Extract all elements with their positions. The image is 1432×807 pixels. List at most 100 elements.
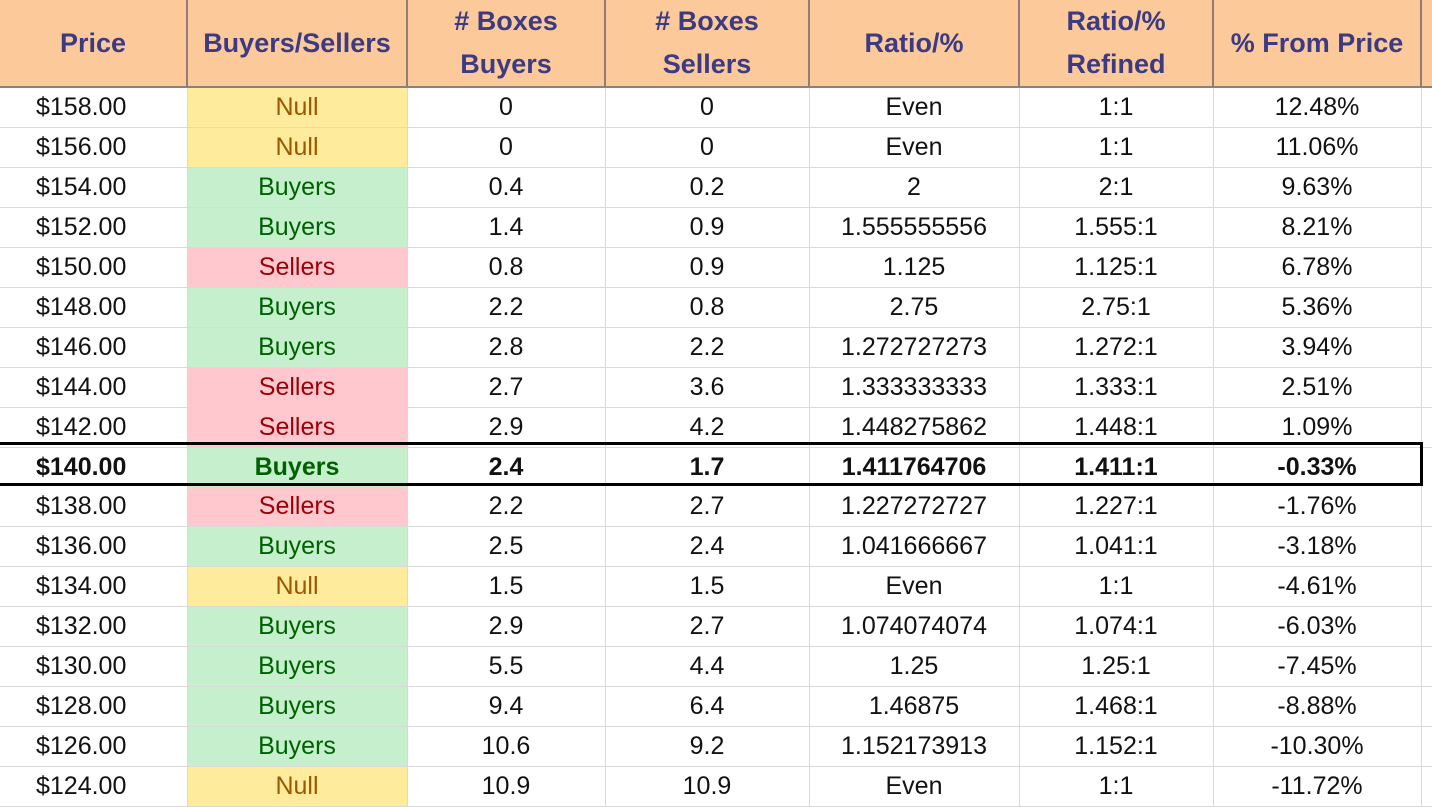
cell-price[interactable]: $138.00 — [0, 487, 188, 527]
cell-boxes-sellers[interactable]: 0.9 — [605, 207, 810, 248]
cell-boxes-buyers[interactable]: 10.6 — [407, 726, 606, 767]
cell-price[interactable]: $130.00 — [0, 646, 188, 687]
cell-buyers-sellers[interactable]: Buyers — [187, 167, 408, 208]
cell-price[interactable]: $136.00 — [0, 526, 188, 567]
cell-boxes-buyers[interactable]: 2.8 — [407, 327, 606, 368]
cell-price[interactable]: $132.00 — [0, 606, 188, 647]
cell-from-price[interactable]: -6.03% — [1213, 606, 1422, 647]
cell-ratio-refined[interactable]: 1.272:1 — [1019, 327, 1214, 368]
cell-from-price[interactable]: -1.76% — [1213, 487, 1422, 527]
cell-boxes-sellers[interactable]: 2.4 — [605, 526, 810, 567]
cell-ratio-refined[interactable]: 1.152:1 — [1019, 726, 1214, 767]
cell-price[interactable]: $154.00 — [0, 167, 188, 208]
cell-boxes-buyers[interactable]: 2.9 — [407, 606, 606, 647]
cell-ratio-refined[interactable]: 1:1 — [1019, 87, 1214, 128]
cell-price[interactable]: $158.00 — [0, 87, 188, 128]
cell-ratio[interactable]: 1.25 — [809, 646, 1020, 687]
cell-ratio-refined[interactable]: 1.041:1 — [1019, 526, 1214, 567]
header-ratio-refined[interactable]: Ratio/% Refined — [1019, 0, 1214, 88]
cell-boxes-buyers[interactable]: 5.5 — [407, 646, 606, 687]
cell-price[interactable]: $126.00 — [0, 726, 188, 767]
cell-from-price[interactable]: -0.33% — [1213, 447, 1422, 487]
cell-from-price[interactable]: 12.48% — [1213, 87, 1422, 128]
cell-buyers-sellers[interactable]: Buyers — [187, 447, 408, 487]
cell-from-price[interactable]: 3.94% — [1213, 327, 1422, 368]
cell-ratio[interactable]: 2 — [809, 167, 1020, 208]
cell-ratio-refined[interactable]: 1:1 — [1019, 127, 1214, 168]
cell-buyers-sellers[interactable]: Null — [187, 766, 408, 807]
cell-buyers-sellers[interactable]: Buyers — [187, 686, 408, 727]
cell-ratio[interactable]: 1.152173913 — [809, 726, 1020, 767]
cell-buyers-sellers[interactable]: Sellers — [187, 487, 408, 527]
cell-ratio[interactable]: 1.125 — [809, 247, 1020, 288]
cell-buyers-sellers[interactable]: Buyers — [187, 726, 408, 767]
cell-ratio[interactable]: 1.411764706 — [809, 447, 1020, 487]
cell-boxes-buyers[interactable]: 10.9 — [407, 766, 606, 807]
cell-price[interactable]: $144.00 — [0, 367, 188, 408]
cell-boxes-sellers[interactable]: 3.6 — [605, 367, 810, 408]
cell-buyers-sellers[interactable]: Buyers — [187, 606, 408, 647]
cell-ratio-refined[interactable]: 2:1 — [1019, 167, 1214, 208]
cell-ratio[interactable]: 1.448275862 — [809, 407, 1020, 448]
cell-ratio-refined[interactable]: 1.25:1 — [1019, 646, 1214, 687]
cell-boxes-buyers[interactable]: 2.2 — [407, 287, 606, 328]
cell-boxes-sellers[interactable]: 2.7 — [605, 606, 810, 647]
cell-from-price[interactable]: -7.45% — [1213, 646, 1422, 687]
cell-price[interactable]: $146.00 — [0, 327, 188, 368]
cell-boxes-buyers[interactable]: 9.4 — [407, 686, 606, 727]
header-boxes-buyers[interactable]: # Boxes Buyers — [407, 0, 606, 88]
cell-ratio[interactable]: 1.041666667 — [809, 526, 1020, 567]
cell-from-price[interactable]: 1.09% — [1213, 407, 1422, 448]
cell-boxes-sellers[interactable]: 1.7 — [605, 447, 810, 487]
cell-boxes-buyers[interactable]: 0.8 — [407, 247, 606, 288]
header-ratio[interactable]: Ratio/% — [809, 0, 1020, 88]
header-buyers-sellers[interactable]: Buyers/Sellers — [187, 0, 408, 88]
cell-buyers-sellers[interactable]: Buyers — [187, 207, 408, 248]
cell-boxes-buyers[interactable]: 2.2 — [407, 487, 606, 527]
cell-boxes-buyers[interactable]: 0.4 — [407, 167, 606, 208]
cell-boxes-buyers[interactable]: 2.4 — [407, 447, 606, 487]
cell-boxes-buyers[interactable]: 2.9 — [407, 407, 606, 448]
cell-ratio[interactable]: 1.227272727 — [809, 487, 1020, 527]
cell-buyers-sellers[interactable]: Buyers — [187, 327, 408, 368]
cell-ratio-refined[interactable]: 1.468:1 — [1019, 686, 1214, 727]
cell-boxes-buyers[interactable]: 1.5 — [407, 566, 606, 607]
cell-ratio-refined[interactable]: 1.227:1 — [1019, 487, 1214, 527]
cell-ratio[interactable]: 1.074074074 — [809, 606, 1020, 647]
cell-boxes-sellers[interactable]: 9.2 — [605, 726, 810, 767]
cell-boxes-sellers[interactable]: 0.9 — [605, 247, 810, 288]
cell-price[interactable]: $152.00 — [0, 207, 188, 248]
header-boxes-sellers[interactable]: # Boxes Sellers — [605, 0, 810, 88]
cell-buyers-sellers[interactable]: Null — [187, 87, 408, 128]
cell-ratio-refined[interactable]: 1.125:1 — [1019, 247, 1214, 288]
cell-ratio-refined[interactable]: 1:1 — [1019, 566, 1214, 607]
cell-from-price[interactable]: -11.72% — [1213, 766, 1422, 807]
cell-boxes-buyers[interactable]: 2.7 — [407, 367, 606, 408]
cell-from-price[interactable]: -3.18% — [1213, 526, 1422, 567]
cell-ratio-refined[interactable]: 1.411:1 — [1019, 447, 1214, 487]
cell-price[interactable]: $124.00 — [0, 766, 188, 807]
cell-ratio-refined[interactable]: 1.555:1 — [1019, 207, 1214, 248]
cell-ratio[interactable]: Even — [809, 87, 1020, 128]
cell-price[interactable]: $150.00 — [0, 247, 188, 288]
cell-from-price[interactable]: 6.78% — [1213, 247, 1422, 288]
cell-ratio-refined[interactable]: 1.074:1 — [1019, 606, 1214, 647]
cell-ratio-refined[interactable]: 1:1 — [1019, 766, 1214, 807]
cell-price[interactable]: $156.00 — [0, 127, 188, 168]
cell-buyers-sellers[interactable]: Null — [187, 127, 408, 168]
cell-boxes-buyers[interactable]: 0 — [407, 87, 606, 128]
cell-price[interactable]: $134.00 — [0, 566, 188, 607]
cell-buyers-sellers[interactable]: Sellers — [187, 367, 408, 408]
cell-from-price[interactable]: -4.61% — [1213, 566, 1422, 607]
cell-from-price[interactable]: 5.36% — [1213, 287, 1422, 328]
cell-boxes-buyers[interactable]: 2.5 — [407, 526, 606, 567]
cell-boxes-sellers[interactable]: 10.9 — [605, 766, 810, 807]
cell-ratio[interactable]: 1.333333333 — [809, 367, 1020, 408]
cell-ratio-refined[interactable]: 2.75:1 — [1019, 287, 1214, 328]
cell-ratio-refined[interactable]: 1.333:1 — [1019, 367, 1214, 408]
cell-from-price[interactable]: 11.06% — [1213, 127, 1422, 168]
cell-price[interactable]: $128.00 — [0, 686, 188, 727]
header-from-price[interactable]: % From Price — [1213, 0, 1422, 88]
cell-buyers-sellers[interactable]: Sellers — [187, 247, 408, 288]
cell-boxes-buyers[interactable]: 1.4 — [407, 207, 606, 248]
